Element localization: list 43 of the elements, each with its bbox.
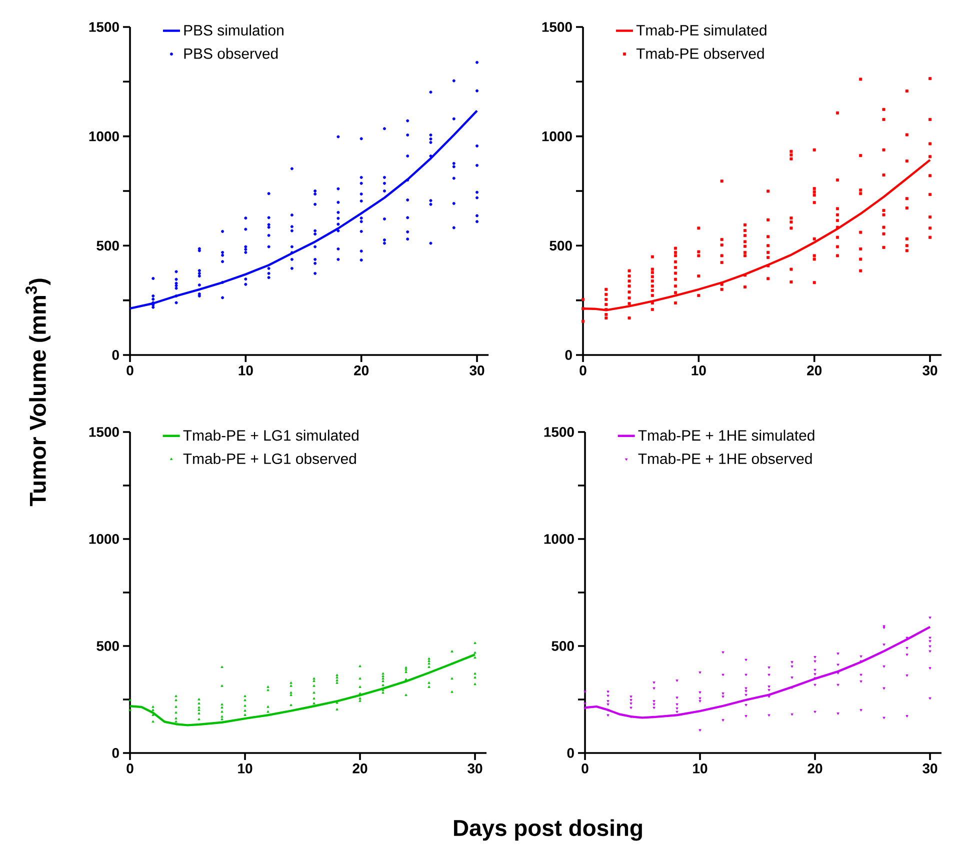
legend-label: Tmab-PE + LG1 simulated xyxy=(183,430,358,441)
legend-label: Tmab-PE + 1HE simulated xyxy=(638,430,814,441)
x-tick-label: 20 xyxy=(808,763,822,774)
legend-label: Tmab-PE + LG1 observed xyxy=(183,453,356,464)
y-tick-label: 500 xyxy=(96,641,119,651)
legend-label: Tmab-PE observed xyxy=(636,48,764,59)
x-tick-label: 20 xyxy=(807,365,822,376)
legend-label: PBS simulation xyxy=(184,24,284,36)
y-tick-label: 1500 xyxy=(89,427,119,437)
y-tick-label: 0 xyxy=(567,748,574,758)
x-tick-label: 30 xyxy=(922,365,938,376)
x-tick-label: 20 xyxy=(352,763,368,774)
legend-label: Tmab-PE + 1HE observed xyxy=(638,453,812,464)
y-tick-label: 500 xyxy=(550,240,572,251)
x-tick-label: 20 xyxy=(354,365,369,376)
x-tick-label: 10 xyxy=(238,763,252,774)
y-tick-label: 500 xyxy=(552,641,574,651)
x-tick-label: 30 xyxy=(468,763,482,774)
legend-label: PBS observed xyxy=(184,48,278,59)
legend-label: Tmab-PE simulated xyxy=(636,24,766,36)
y-tick-label: 1500 xyxy=(542,22,572,32)
x-tick-label: 30 xyxy=(922,763,938,774)
y-tick-label: 1500 xyxy=(89,22,119,32)
x-tick-label: 10 xyxy=(692,365,706,376)
x-tick-label: 30 xyxy=(470,365,484,376)
line-series xyxy=(128,110,478,310)
x-tick-label: 0 xyxy=(582,763,588,774)
x-tick-label: 10 xyxy=(693,763,708,774)
y-tick-label: 1000 xyxy=(89,131,119,142)
x-axis-title: Days post dosing xyxy=(454,819,642,841)
y-tick-label: 1500 xyxy=(544,427,574,437)
x-tick-label: 0 xyxy=(126,365,134,376)
y-tick-label: 0 xyxy=(565,350,572,360)
y-tick-label: 1000 xyxy=(542,131,572,142)
y-axis-title: Tumor Volume (mm$^{3}$) xyxy=(26,278,50,506)
y-tick-label: 1000 xyxy=(89,534,119,544)
y-tick-label: 0 xyxy=(112,748,119,758)
y-tick-label: 1000 xyxy=(544,534,574,544)
x-tick-label: 10 xyxy=(238,365,253,376)
y-tick-label: 500 xyxy=(96,240,119,251)
y-tick-label: 0 xyxy=(112,350,119,360)
x-tick-label: 0 xyxy=(126,763,134,774)
x-tick-label: 0 xyxy=(580,365,586,376)
